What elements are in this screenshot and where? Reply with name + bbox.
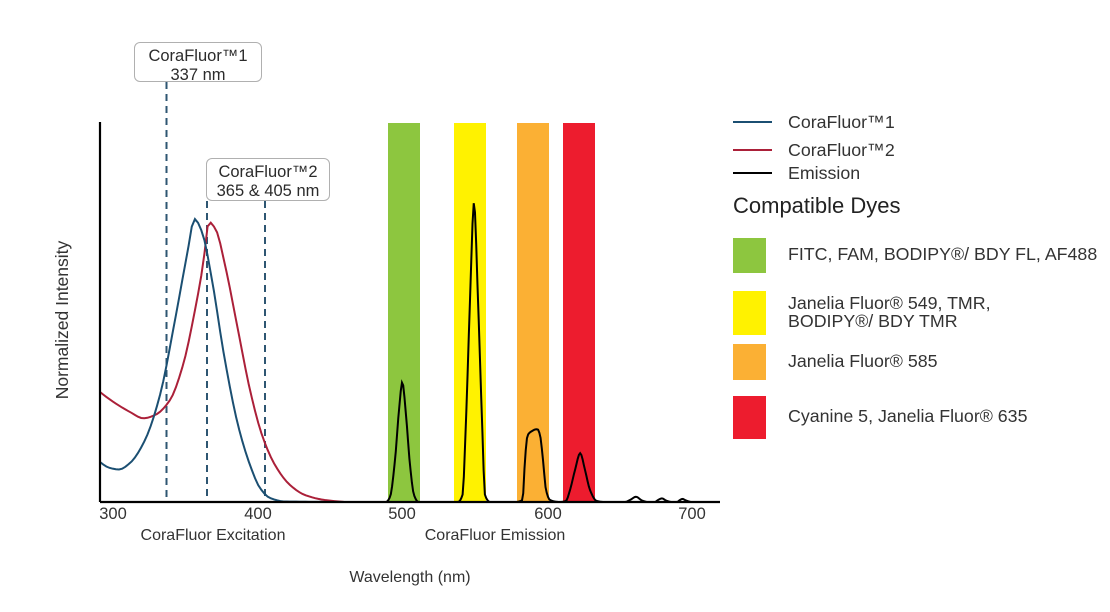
svg-text:600: 600 xyxy=(534,505,562,523)
svg-text:500: 500 xyxy=(388,505,416,523)
svg-text:Normalized Intensity: Normalized Intensity xyxy=(52,240,72,399)
svg-text:CoraFluor Excitation: CoraFluor Excitation xyxy=(141,527,286,544)
svg-text:CoraFluor™2: CoraFluor™2 xyxy=(788,140,895,160)
svg-text:300: 300 xyxy=(99,505,127,523)
svg-text:Wavelength (nm): Wavelength (nm) xyxy=(349,569,470,586)
svg-text:700: 700 xyxy=(678,505,706,523)
svg-text:Emission: Emission xyxy=(788,163,860,183)
svg-text:Janelia Fluor® 585: Janelia Fluor® 585 xyxy=(788,351,938,371)
svg-text:CoraFluor™1: CoraFluor™1 xyxy=(788,112,895,132)
svg-text:400: 400 xyxy=(244,505,272,523)
svg-text:Cyanine 5, Janelia Fluor® 635: Cyanine 5, Janelia Fluor® 635 xyxy=(788,406,1028,426)
svg-text:FITC, FAM, BODIPY®/ BDY FL, AF: FITC, FAM, BODIPY®/ BDY FL, AF488 xyxy=(788,244,1097,264)
svg-text:BODIPY®/ BDY TMR: BODIPY®/ BDY TMR xyxy=(788,311,958,331)
svg-text:Janelia Fluor® 549, TMR,: Janelia Fluor® 549, TMR, xyxy=(788,293,991,313)
svg-text:Compatible Dyes: Compatible Dyes xyxy=(733,193,901,218)
svg-text:CoraFluor Emission: CoraFluor Emission xyxy=(425,527,565,544)
